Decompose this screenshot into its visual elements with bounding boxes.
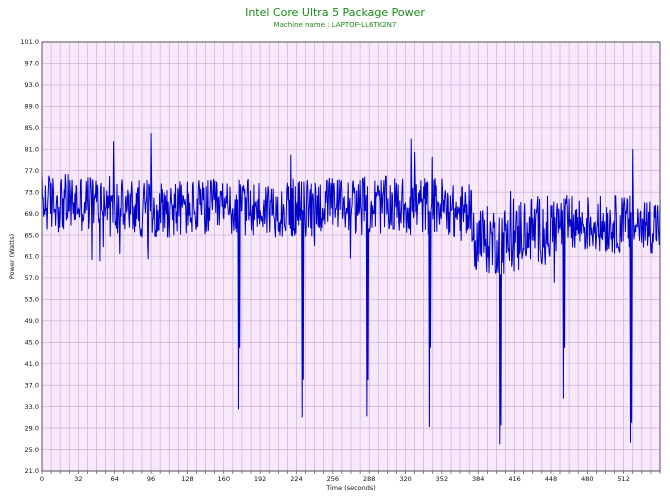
y-tick-label: 29.0 [25,424,39,432]
y-tick-label: 25.0 [25,446,39,454]
y-tick-label: 49.0 [25,317,39,325]
x-tick-label: 256 [327,475,339,483]
chart-subtitle: Machine name : LAPTOP-LL6TK2N7 [273,21,397,29]
x-tick-label: 128 [181,475,193,483]
y-tick-label: 41.0 [25,360,39,368]
y-tick-label: 77.0 [25,167,39,175]
y-tick-label: 89.0 [25,103,39,111]
y-tick-label: 65.0 [25,231,39,239]
y-axis-label: Power (Watts) [8,234,16,279]
grid-lines [41,41,661,472]
y-tick-label: 73.0 [25,188,39,196]
x-tick-label: 352 [436,475,448,483]
x-tick-label: 416 [508,475,520,483]
plot-border [41,41,661,472]
y-tick-label: 21.0 [25,467,39,475]
y-tick-label: 57.0 [25,274,39,282]
y-tick-label: 33.0 [25,403,39,411]
x-tick-label: 224 [290,475,302,483]
y-tick-label: 93.0 [25,81,39,89]
x-tick-label: 160 [218,475,230,483]
x-tick-label: 96 [147,475,155,483]
chart-title: Intel Core Ultra 5 Package Power [245,6,425,19]
y-tick-label: 37.0 [25,381,39,389]
y-tick-label: 101.0 [20,38,39,46]
y-tick-label: 61.0 [25,253,39,261]
x-tick-label: 448 [545,475,557,483]
x-tick-label: 288 [363,475,375,483]
series-line-package-power [41,133,661,445]
y-tick-label: 53.0 [25,296,39,304]
x-tick-label: 64 [111,475,119,483]
x-axis-label: Time (seconds) [325,484,376,492]
y-tick-label: 97.0 [25,60,39,68]
x-axis-ticks: 0 32 64 96 128 160 192 224 256 288 320 352 384 416 448… [40,471,661,483]
x-tick-label: 480 [581,475,593,483]
x-tick-label: 320 [399,475,411,483]
y-tick-label: 81.0 [25,145,39,153]
y-axis-ticks: 21.0 25.0 29.0 33.0 37.0 41.0 45.0 49.0 53.0 57.0… [20,38,39,475]
y-tick-label: 45.0 [25,339,39,347]
y-tick-label: 85.0 [25,124,39,132]
x-tick-label: 32 [74,475,82,483]
x-tick-label: 0 [40,475,44,483]
x-tick-label: 192 [254,475,266,483]
x-tick-label: 384 [472,475,484,483]
x-tick-label: 512 [617,475,629,483]
y-tick-label: 69.0 [25,210,39,218]
